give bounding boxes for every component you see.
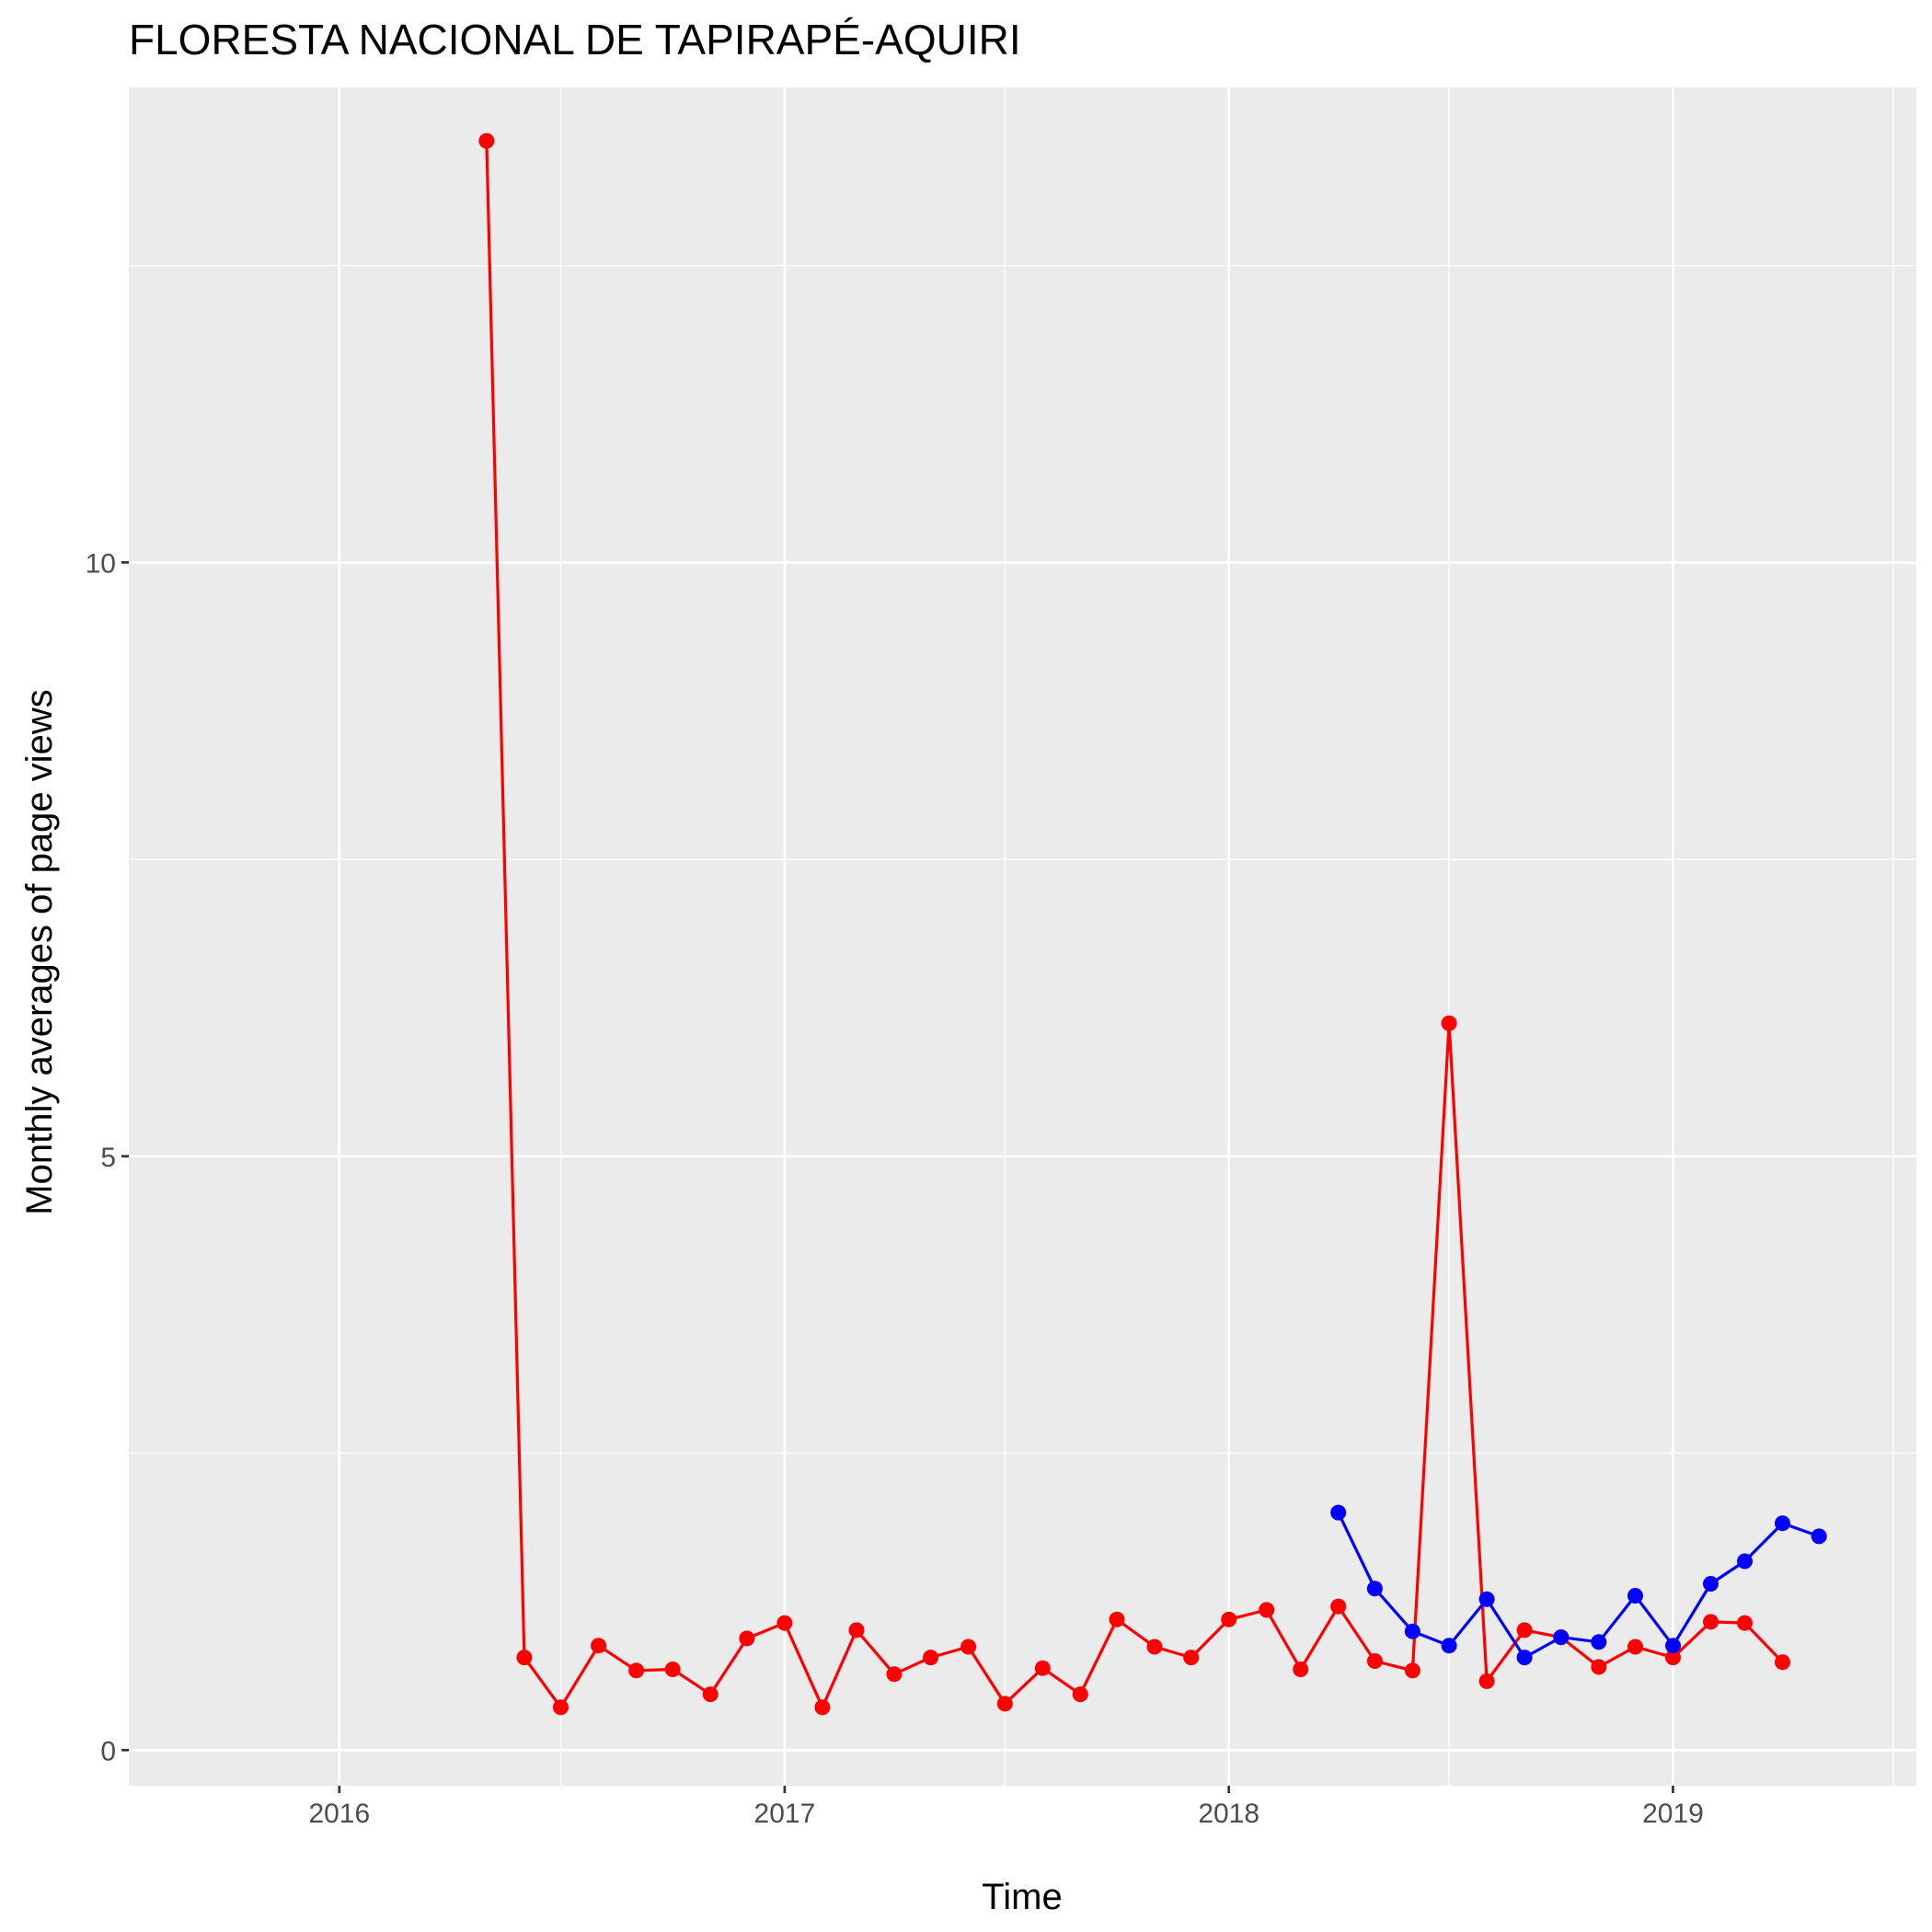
data-point <box>1591 1634 1607 1650</box>
data-point <box>1811 1528 1827 1545</box>
axes-layer: 2016 2017 2018 2019 0 5 10 <box>86 548 1704 1829</box>
data-point <box>553 1699 569 1716</box>
data-point <box>1146 1639 1163 1655</box>
data-point <box>739 1630 755 1647</box>
data-point <box>1703 1576 1719 1592</box>
chart-title: FLORESTA NACIONAL DE TAPIRAPÉ-AQUIRI <box>129 16 1021 63</box>
data-point <box>1627 1639 1643 1655</box>
data-point <box>1775 1654 1790 1671</box>
data-point <box>1591 1659 1607 1675</box>
x-tick-label: 2019 <box>1642 1799 1704 1829</box>
y-tick-label: 5 <box>100 1143 116 1173</box>
x-tick-label: 2016 <box>308 1799 370 1829</box>
data-point <box>814 1699 831 1716</box>
data-point <box>886 1666 903 1683</box>
data-point <box>478 132 495 149</box>
x-tick-label: 2017 <box>754 1799 816 1829</box>
data-point <box>1404 1623 1420 1639</box>
data-point <box>591 1638 607 1654</box>
data-point <box>996 1696 1013 1712</box>
data-point <box>628 1662 645 1679</box>
x-tick-label: 2018 <box>1198 1799 1259 1829</box>
data-point <box>1259 1602 1275 1618</box>
data-point <box>664 1662 681 1677</box>
data-point <box>1293 1662 1309 1677</box>
data-point <box>1330 1504 1347 1521</box>
data-point <box>1441 1015 1457 1031</box>
data-point <box>1366 1653 1383 1669</box>
x-axis-title: Time <box>982 1877 1062 1917</box>
data-point <box>1072 1686 1088 1703</box>
data-point <box>1366 1581 1383 1597</box>
data-point <box>1478 1673 1495 1689</box>
y-tick-label: 10 <box>86 548 116 579</box>
data-point <box>1737 1553 1753 1570</box>
data-point <box>1516 1650 1533 1666</box>
data-point <box>1441 1638 1457 1654</box>
data-point <box>1737 1615 1753 1631</box>
data-point <box>1109 1611 1125 1627</box>
data-point <box>1627 1588 1643 1604</box>
data-point <box>1330 1598 1347 1615</box>
data-point <box>1034 1660 1051 1676</box>
data-point <box>1221 1611 1237 1627</box>
data-point <box>1665 1650 1681 1666</box>
y-tick-label: 0 <box>100 1736 116 1766</box>
data-point <box>1183 1650 1200 1666</box>
data-point <box>1404 1662 1420 1679</box>
data-point <box>1553 1629 1570 1646</box>
data-point <box>702 1686 719 1703</box>
data-point <box>960 1639 977 1655</box>
y-axis-title: Monthly averages of page views <box>19 689 60 1214</box>
data-point <box>516 1650 533 1666</box>
data-point <box>1665 1638 1681 1654</box>
series-layer <box>478 132 1827 1716</box>
data-point <box>1478 1591 1495 1607</box>
plot-panel <box>129 87 1916 1786</box>
data-point <box>776 1615 793 1631</box>
grid-major <box>129 87 1916 1786</box>
data-point <box>848 1622 865 1639</box>
grid-minor <box>129 87 1916 1786</box>
data-point <box>1516 1622 1533 1639</box>
data-point <box>1775 1515 1790 1532</box>
data-point <box>923 1650 939 1666</box>
data-point <box>1703 1614 1719 1630</box>
